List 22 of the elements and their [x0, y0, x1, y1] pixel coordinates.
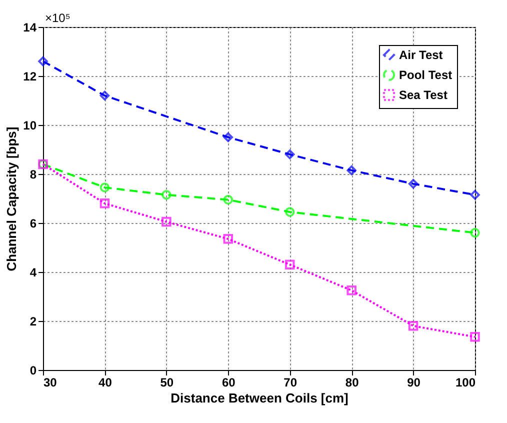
x-tick-label: 70: [284, 376, 298, 390]
text: ×10⁵: [45, 11, 70, 25]
x-tick-label: 80: [345, 376, 360, 390]
legend-label: Air Test: [399, 48, 443, 62]
y-tick-label: 6: [30, 216, 37, 230]
x-tick-label: 100: [455, 376, 476, 390]
y-tick-label: 8: [30, 168, 37, 182]
x-axis-title: Distance Between Coils [cm]: [170, 390, 348, 406]
x-tick-label: 60: [222, 376, 236, 390]
y-tick-label: 10: [23, 118, 37, 132]
y-axis-title: Channel Capacity [bps]: [4, 126, 20, 272]
y-tick-label: 4: [30, 266, 37, 280]
x-tick-label: 30: [44, 376, 58, 390]
x-tick-label: 50: [160, 376, 174, 390]
y-tick-label: 2: [30, 314, 37, 328]
y-tick-label: 12: [23, 70, 37, 84]
y-tick-label: 14: [23, 20, 37, 34]
legend-label: Sea Test: [399, 88, 448, 102]
x-tick-label: 90: [407, 376, 421, 390]
x-tick-label: 40: [98, 376, 112, 390]
legend-label: Pool Test: [399, 68, 452, 82]
y-tick-label: 0: [30, 364, 37, 378]
